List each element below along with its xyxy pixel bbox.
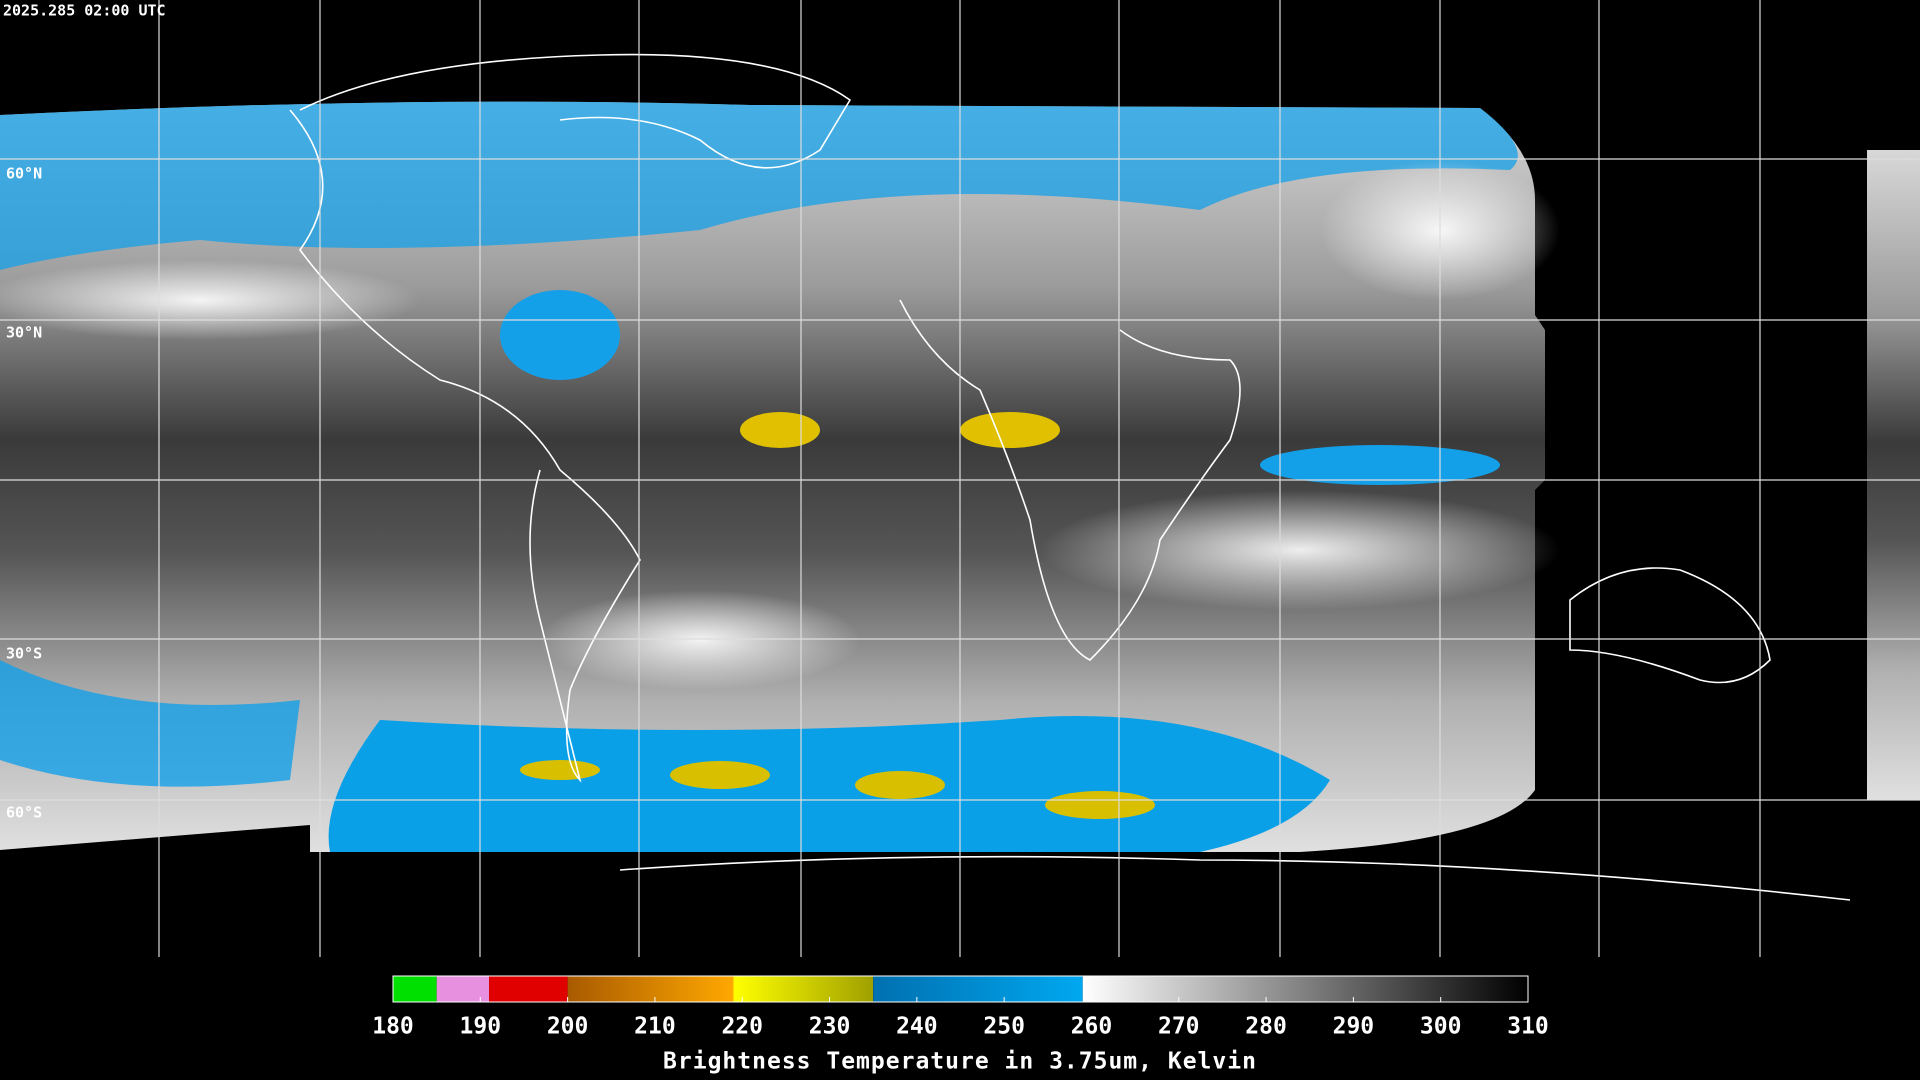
- colorbar-tick-label: 280: [1245, 1014, 1287, 1040]
- colorbar-tick-label: 270: [1158, 1014, 1200, 1040]
- colorbar-tick-label: 200: [547, 1014, 589, 1040]
- deep-convection: [740, 412, 820, 448]
- lat-label: 30°N: [6, 324, 42, 342]
- deep-convection: [520, 760, 600, 780]
- colorbar-segment: [436, 976, 490, 1002]
- colorbar-segment: [489, 976, 568, 1002]
- colorbar-title: Brightness Temperature in 3.75um, Kelvin: [663, 1049, 1257, 1075]
- coastlines: [289, 53, 1851, 901]
- colorbar-tick-label: 180: [372, 1014, 414, 1040]
- deep-convection: [960, 412, 1060, 448]
- cold-cloud-south: [328, 716, 1331, 852]
- colorbar-tick-label: 240: [896, 1014, 938, 1040]
- cloud: [0, 260, 420, 340]
- colorbar-frame: [392, 975, 1529, 1003]
- colorbar-tick-label: 250: [983, 1014, 1025, 1040]
- deep-convection: [1045, 791, 1155, 819]
- cold-cloud: [500, 290, 620, 380]
- timestamp: 2025.285 02:00 UTC: [3, 2, 166, 20]
- colorbar-tick-label: 210: [634, 1014, 676, 1040]
- colorbar: 180 190 200 210 220 230 240 250 260 270 280 290 300 3…: [372, 975, 1549, 1040]
- cold-cloud: [1260, 445, 1500, 485]
- australia-coast: [1569, 567, 1771, 684]
- colorbar-tick-label: 230: [809, 1014, 851, 1040]
- cloud: [1040, 490, 1560, 610]
- colorbar-tick-label: 220: [721, 1014, 763, 1040]
- greenland-coast: [299, 53, 852, 169]
- cold-cloud-north: [0, 101, 1518, 271]
- cold-cloud-southwest: [0, 660, 300, 787]
- colorbar-tick-label: 190: [460, 1014, 502, 1040]
- colorbar-segment: [1082, 976, 1528, 1002]
- imagery-strip: [1867, 150, 1920, 800]
- lat-label: 60°S: [6, 804, 42, 822]
- colorbar-tick-label: 260: [1071, 1014, 1113, 1040]
- colorbar-tick-label: 300: [1420, 1014, 1462, 1040]
- africa-coast: [899, 299, 1241, 661]
- colorbar-segment: [567, 976, 734, 1002]
- colorbar-tick-label: 290: [1333, 1014, 1375, 1040]
- graticule: [0, 0, 1920, 957]
- colorbar-segment: [393, 976, 437, 1002]
- colorbar-tick-label: 310: [1507, 1014, 1549, 1040]
- lat-label: 60°N: [6, 165, 42, 183]
- antarctic-coast: [619, 855, 1851, 901]
- colorbar-segment: [733, 976, 874, 1002]
- colorbar-segment: [873, 976, 1083, 1002]
- cloud: [540, 590, 860, 690]
- lat-label: 30°S: [6, 645, 42, 663]
- americas-coast: [289, 109, 641, 783]
- deep-convection: [670, 761, 770, 789]
- deep-convection: [855, 771, 945, 799]
